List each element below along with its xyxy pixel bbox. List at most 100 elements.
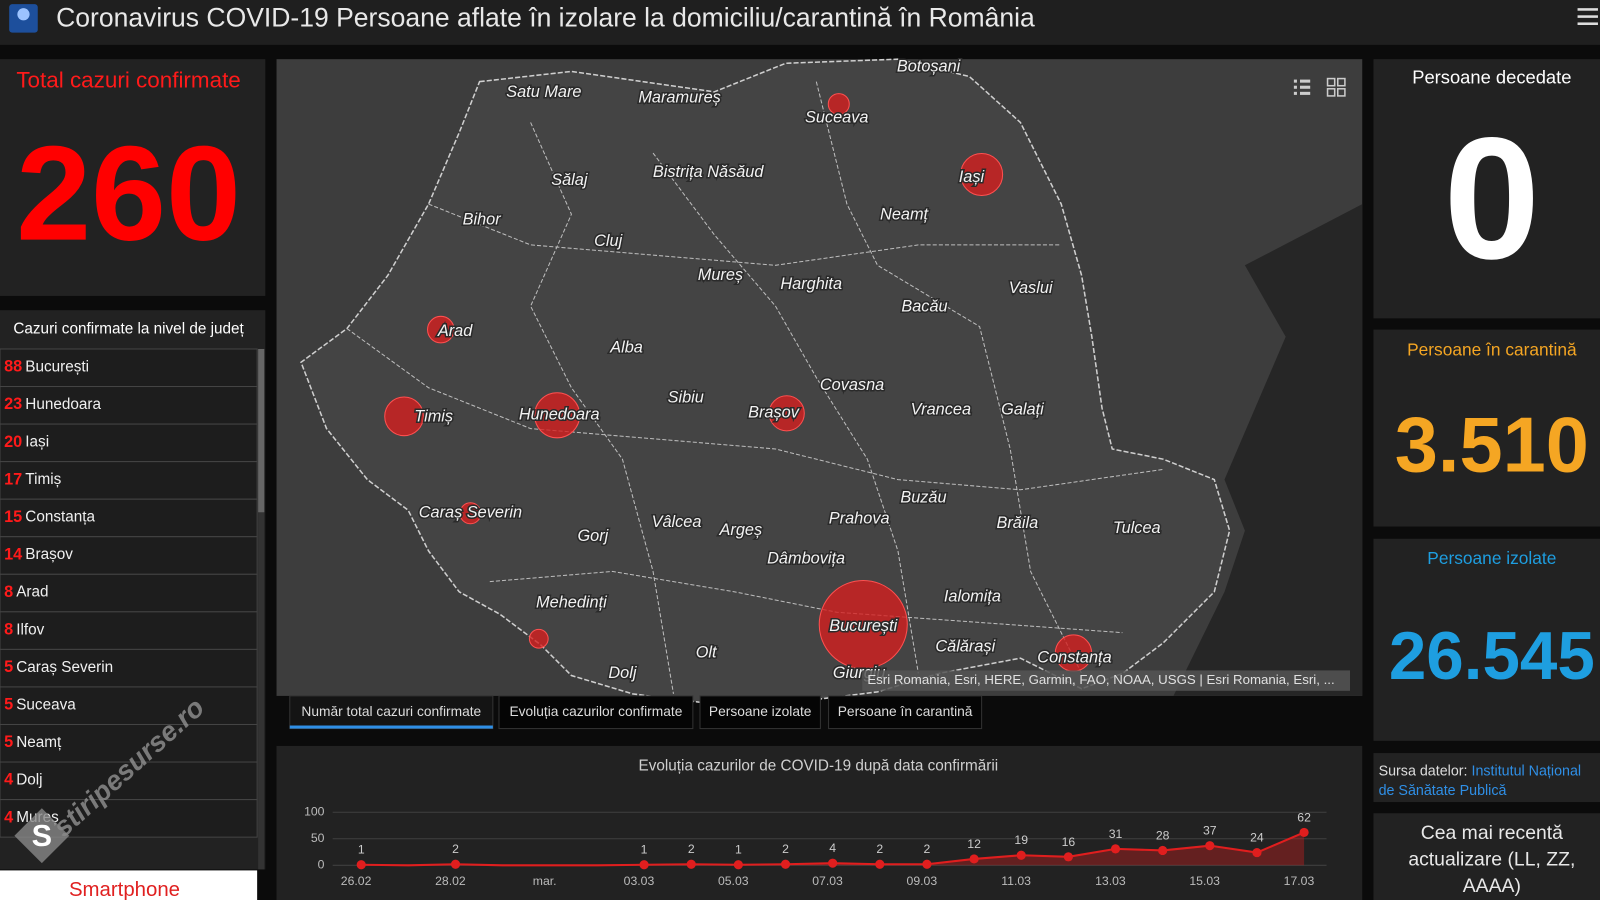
- quarantine-title: Persoane în carantină: [1407, 340, 1577, 360]
- source-link[interactable]: Institutul Național de Sănătate Publică: [1378, 762, 1582, 798]
- data-label: 37: [1203, 824, 1217, 838]
- x-tick-label: 26.02: [341, 874, 372, 888]
- data-label: 28: [1156, 828, 1170, 842]
- county-label: Iași: [959, 168, 985, 186]
- case-bubble: [768, 395, 805, 432]
- county-label: Botoșani: [897, 58, 961, 76]
- border: [530, 122, 674, 694]
- tab-label[interactable]: Persoane izolate: [709, 704, 812, 719]
- icon-bar: [1300, 85, 1311, 89]
- county-row[interactable]: [0, 461, 258, 500]
- smartphone-button[interactable]: [0, 870, 258, 900]
- point-marker: [828, 858, 838, 868]
- county-label: Mureș: [698, 266, 743, 284]
- county-label: Brăila: [996, 514, 1038, 532]
- data-label: 2: [782, 842, 789, 856]
- county-row[interactable]: [0, 723, 258, 763]
- black-sea: [1173, 204, 1363, 696]
- smartphone-label[interactable]: Smartphone: [69, 879, 180, 900]
- total-value: 260: [16, 118, 241, 269]
- county-name: Ilfov: [16, 621, 44, 638]
- county-label: Mehedinți: [536, 593, 607, 611]
- county-name: București: [25, 358, 89, 375]
- point-marker: [1016, 850, 1026, 860]
- county-name: Caraș Severin: [16, 659, 113, 676]
- list-view-button[interactable]: [1293, 79, 1311, 95]
- county-borders: [346, 81, 1164, 694]
- county-count: 8: [4, 583, 13, 601]
- county-label: Hunedoara: [519, 406, 600, 424]
- map-labels: Botoșani Satu Mare Maramureș Suceava Sălaj Bi…: [413, 56, 1162, 683]
- point-marker: [686, 859, 696, 869]
- case-bubble: [528, 628, 549, 649]
- county-name: Dolj: [16, 771, 42, 788]
- data-label: 1: [358, 843, 365, 857]
- data-label: 2: [924, 842, 931, 856]
- deaths-value: 0: [1444, 101, 1540, 295]
- tab[interactable]: [498, 695, 694, 730]
- menu-button[interactable]: [1577, 8, 1598, 25]
- county-row[interactable]: [0, 423, 258, 463]
- county-count: 5: [4, 733, 13, 751]
- case-bubble: [427, 315, 455, 344]
- y-tick-label: 100: [304, 804, 325, 818]
- county-row[interactable]: [0, 611, 258, 650]
- county-row[interactable]: [0, 648, 258, 688]
- point-marker: [780, 859, 791, 869]
- county-count: 5: [4, 696, 13, 714]
- case-bubble: [534, 392, 581, 439]
- county-label: Bihor: [463, 211, 502, 229]
- county-label: Maramureș: [638, 88, 720, 106]
- tab-label[interactable]: Număr total cazuri confirmate: [301, 704, 481, 719]
- county-label: Brașov: [748, 404, 800, 422]
- tab-label[interactable]: Evoluția cazurilor confirmate: [509, 704, 682, 719]
- point-marker: [1110, 844, 1121, 854]
- border: [652, 152, 919, 674]
- border: [815, 81, 1083, 674]
- county-label: Vrancea: [911, 401, 971, 419]
- county-name: Suceava: [16, 696, 76, 713]
- tab-active-indicator: [289, 725, 493, 729]
- icon-cell: [1336, 88, 1346, 97]
- point-marker: [875, 859, 885, 869]
- county-row[interactable]: [0, 761, 258, 801]
- scrollbar-thumb[interactable]: [258, 348, 265, 513]
- tab[interactable]: [828, 695, 983, 730]
- county-label: Galați: [1001, 401, 1044, 419]
- county-name: Arad: [16, 584, 48, 601]
- county-row[interactable]: [0, 686, 258, 726]
- deaths-title: Persoane decedate: [1412, 66, 1571, 87]
- tab[interactable]: [289, 695, 494, 730]
- x-tick-label: 05.03: [718, 874, 749, 888]
- county-name: Brașov: [25, 546, 73, 563]
- y-tick-label: 0: [318, 858, 325, 872]
- source-label: Sursa datelor:: [1378, 762, 1468, 779]
- tab-label[interactable]: Persoane în carantină: [838, 704, 973, 719]
- county-name: Timiș: [25, 471, 61, 488]
- county-label: Dolj: [608, 664, 636, 682]
- border: [346, 328, 1164, 491]
- data-label: 2: [452, 842, 459, 856]
- county-label: Dâmbovița: [767, 549, 845, 567]
- point-marker: [1158, 845, 1168, 856]
- county-label: Sălaj: [551, 171, 588, 189]
- icon-bar: [1300, 91, 1311, 95]
- point-marker: [639, 860, 649, 870]
- county-label: Vâlcea: [652, 513, 702, 531]
- x-tick-label: 15.03: [1189, 874, 1220, 888]
- case-bubble: [818, 579, 908, 670]
- border: [489, 570, 1123, 634]
- icon-dot: [1293, 91, 1297, 95]
- data-label: 4: [829, 841, 836, 855]
- logo-figure: [17, 8, 30, 21]
- data-label: 31: [1109, 827, 1123, 841]
- tab[interactable]: [699, 695, 821, 730]
- grid-view-button[interactable]: [1326, 77, 1346, 97]
- county-row[interactable]: [0, 573, 258, 613]
- county-label: Buzău: [900, 488, 946, 506]
- county-row[interactable]: [0, 536, 258, 575]
- update-panel: [1373, 813, 1600, 900]
- county-count: 88: [4, 358, 22, 376]
- total-panel: [0, 59, 266, 296]
